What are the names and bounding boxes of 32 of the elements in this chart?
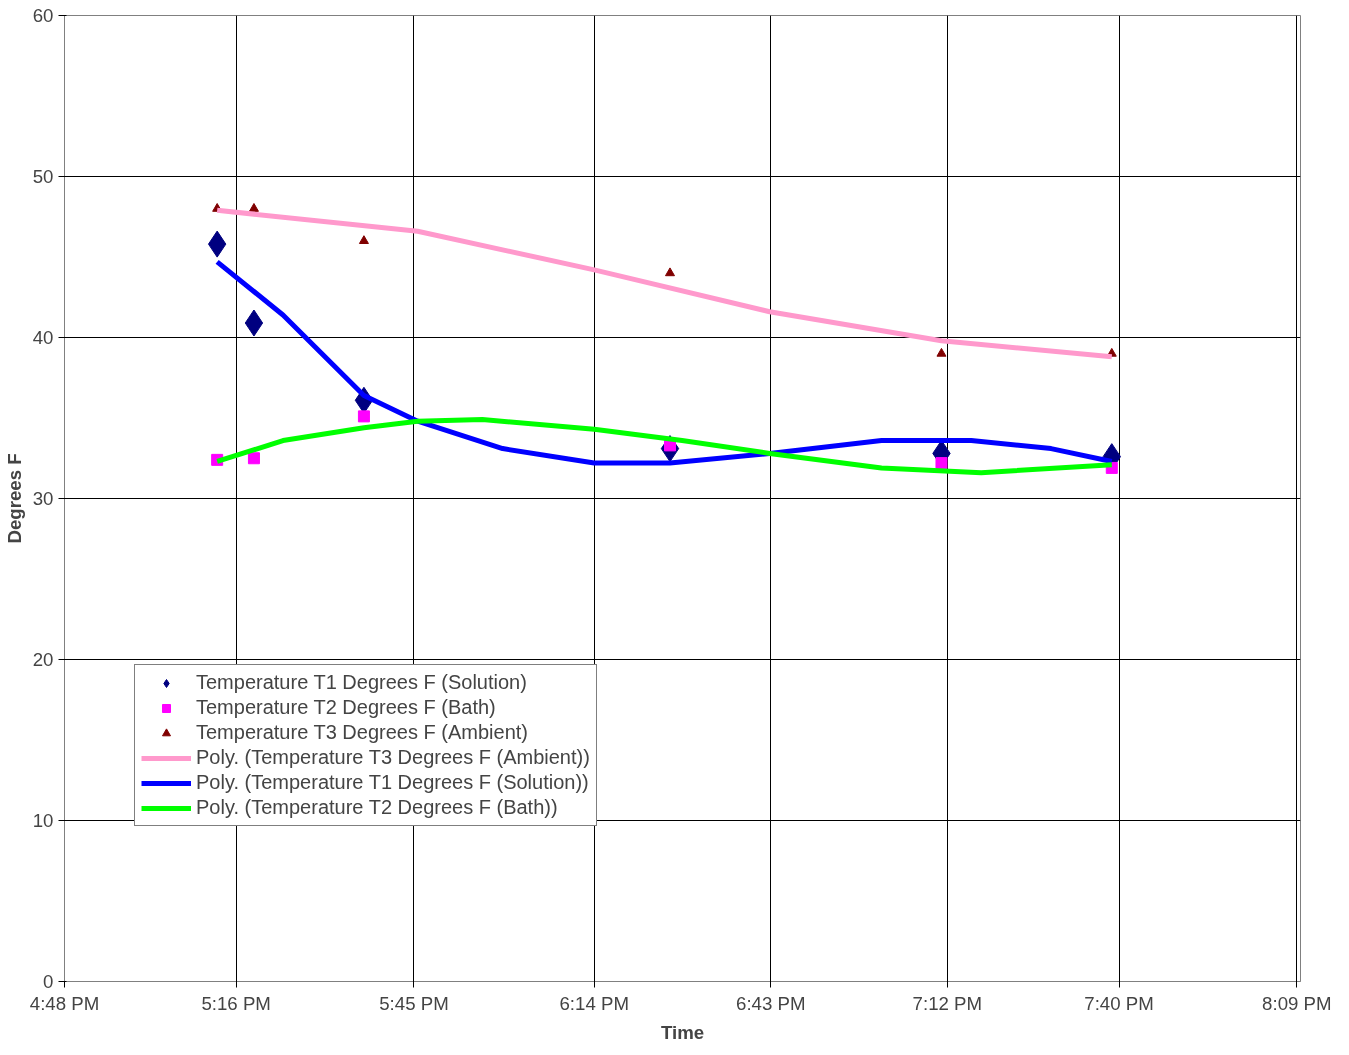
x-tick-label: 6:43 PM: [736, 992, 806, 1014]
point: [247, 452, 260, 465]
x-axis-title: Time: [660, 1021, 705, 1043]
y-tick-label: 40: [32, 327, 54, 348]
x-tick-label: 7:12 PM: [912, 992, 983, 1014]
x-tick-label: 5:16 PM: [201, 992, 271, 1014]
y-tick-label: 20: [32, 649, 54, 670]
y-tick-label: 0: [43, 971, 54, 992]
point: [207, 230, 227, 258]
legend-label: Poly. (Temperature T1 Degrees F (Solution)): [196, 771, 589, 794]
x-tick-label: 4:48 PM: [29, 992, 100, 1014]
legend-label: Temperature T2 Degrees F (Bath): [196, 696, 496, 719]
point: [358, 235, 369, 244]
legend-label: Temperature T3 Degrees F (Ambient): [196, 721, 528, 744]
point: [248, 203, 259, 212]
y-tick-label: 50: [32, 166, 54, 187]
point: [357, 410, 370, 423]
x-tick-label: 8:09 PM: [1262, 992, 1332, 1014]
y-axis-title: Degrees F: [3, 453, 25, 544]
point: [935, 457, 948, 470]
point: [664, 267, 675, 277]
y-tick-label: 10: [32, 810, 54, 831]
y-tick-label: 30: [32, 488, 54, 509]
x-tick-label: 6:14 PM: [559, 992, 629, 1014]
legend-label: Poly. (Temperature T3 Degrees F (Ambient)): [196, 746, 590, 769]
legend-label: Temperature T1 Degrees F (Solution): [196, 671, 527, 694]
point: [244, 309, 264, 337]
x-tick-label: 7:40 PM: [1084, 992, 1154, 1014]
y-tick-label: 60: [32, 5, 54, 26]
x-tick-label: 5:45 PM: [379, 992, 449, 1014]
legend-label: Poly. (Temperature T2 Degrees F (Bath)): [196, 796, 558, 819]
point: [936, 347, 947, 357]
